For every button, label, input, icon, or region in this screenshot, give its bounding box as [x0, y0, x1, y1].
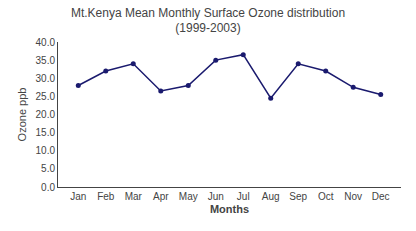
svg-text:Ozone ppb: Ozone ppb — [16, 88, 28, 142]
svg-text:Sep: Sep — [289, 191, 307, 202]
svg-text:Nov: Nov — [344, 191, 362, 202]
svg-text:Dec: Dec — [372, 191, 390, 202]
svg-text:Mt.Kenya Mean Monthly Surface: Mt.Kenya Mean Monthly Surface Ozone dist… — [71, 6, 345, 36]
svg-text:40.0: 40.0 — [36, 37, 56, 48]
svg-text:0.0: 0.0 — [41, 182, 55, 193]
svg-text:Jul: Jul — [237, 191, 250, 202]
svg-text:Mar: Mar — [125, 191, 143, 202]
svg-text:20.0: 20.0 — [36, 109, 56, 120]
svg-text:Aug: Aug — [262, 191, 280, 202]
svg-text:10.0: 10.0 — [36, 145, 56, 156]
svg-text:Months: Months — [210, 203, 249, 215]
svg-text:Oct: Oct — [318, 191, 334, 202]
svg-text:Jan: Jan — [70, 191, 86, 202]
svg-text:Apr: Apr — [153, 191, 169, 202]
svg-text:Jun: Jun — [208, 191, 224, 202]
svg-text:15.0: 15.0 — [36, 127, 56, 138]
svg-text:Feb: Feb — [97, 191, 115, 202]
svg-text:30.0: 30.0 — [36, 73, 56, 84]
svg-text:May: May — [179, 191, 198, 202]
svg-text:25.0: 25.0 — [36, 91, 56, 102]
svg-text:5.0: 5.0 — [41, 163, 55, 174]
svg-text:35.0: 35.0 — [36, 55, 56, 66]
